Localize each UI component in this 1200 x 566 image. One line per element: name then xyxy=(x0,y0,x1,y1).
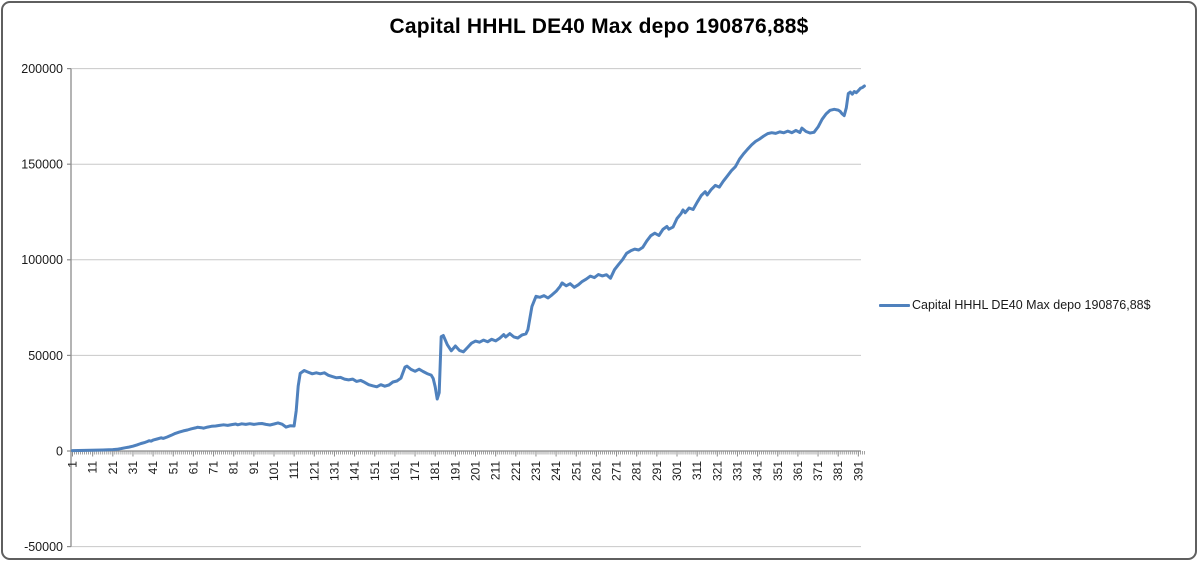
y-tick-label: 150000 xyxy=(21,158,63,172)
x-tick-label: 141 xyxy=(348,461,362,481)
x-tick-label: 361 xyxy=(791,461,805,481)
x-tick-label: 181 xyxy=(428,461,442,481)
x-tick-label: 271 xyxy=(610,461,624,481)
x-tick-label: 391 xyxy=(851,461,865,481)
x-tick-label: 51 xyxy=(166,461,180,475)
legend: Capital HHHL DE40 Max depo 190876,88$ xyxy=(879,298,1151,312)
x-tick-label: 241 xyxy=(549,461,563,481)
x-tick-label: 61 xyxy=(186,461,200,475)
x-tick-label: 171 xyxy=(408,461,422,481)
x-tick-label: 281 xyxy=(630,461,644,481)
legend-line-swatch xyxy=(879,303,910,307)
x-tick-label: 341 xyxy=(751,461,765,481)
x-tick-label: 291 xyxy=(650,461,664,481)
x-tick-label: 161 xyxy=(388,461,402,481)
x-tick-label: 91 xyxy=(247,461,261,475)
x-tick-label: 211 xyxy=(489,461,503,480)
y-tick-label: 200000 xyxy=(21,62,63,76)
x-tick-label: 191 xyxy=(448,461,462,481)
y-tick-label: -50000 xyxy=(24,540,63,554)
x-tick-label: 121 xyxy=(307,461,321,481)
x-tick-label: 11 xyxy=(86,461,100,474)
x-tick-label: 201 xyxy=(469,461,483,481)
y-tick-label: 100000 xyxy=(21,253,63,267)
x-tick-label: 151 xyxy=(368,461,382,481)
x-tick-label: 261 xyxy=(589,461,603,481)
y-tick-label: 50000 xyxy=(28,349,63,363)
x-tick-label: 81 xyxy=(227,461,241,475)
x-tick-label: 381 xyxy=(831,461,845,481)
x-tick-label: 221 xyxy=(509,461,523,481)
x-tick-label: 41 xyxy=(146,461,160,475)
y-tick-label: 0 xyxy=(56,444,63,458)
capital-series-line xyxy=(71,84,866,453)
x-tick-label: 71 xyxy=(207,461,221,475)
x-tick-label: 111 xyxy=(287,461,301,480)
x-tick-label: 131 xyxy=(327,461,341,481)
chart-title: Capital HHHL DE40 Max depo 190876,88$ xyxy=(389,15,809,38)
x-tick-label: 321 xyxy=(710,461,724,481)
x-tick-label: 101 xyxy=(267,461,281,481)
x-tick-label: 301 xyxy=(670,461,684,481)
x-tick-label: 231 xyxy=(529,461,543,481)
x-tick-label: 251 xyxy=(569,461,583,481)
x-tick-label: 31 xyxy=(126,461,140,475)
x-tick-label: 331 xyxy=(730,461,744,481)
x-tick-label: 21 xyxy=(106,461,120,475)
legend-label: Capital HHHL DE40 Max depo 190876,88$ xyxy=(912,298,1151,312)
x-tick-label: 1 xyxy=(66,461,80,468)
x-tick-label: 311 xyxy=(690,461,704,480)
x-tick-label: 371 xyxy=(811,461,825,481)
x-tick-label: 351 xyxy=(771,461,785,481)
